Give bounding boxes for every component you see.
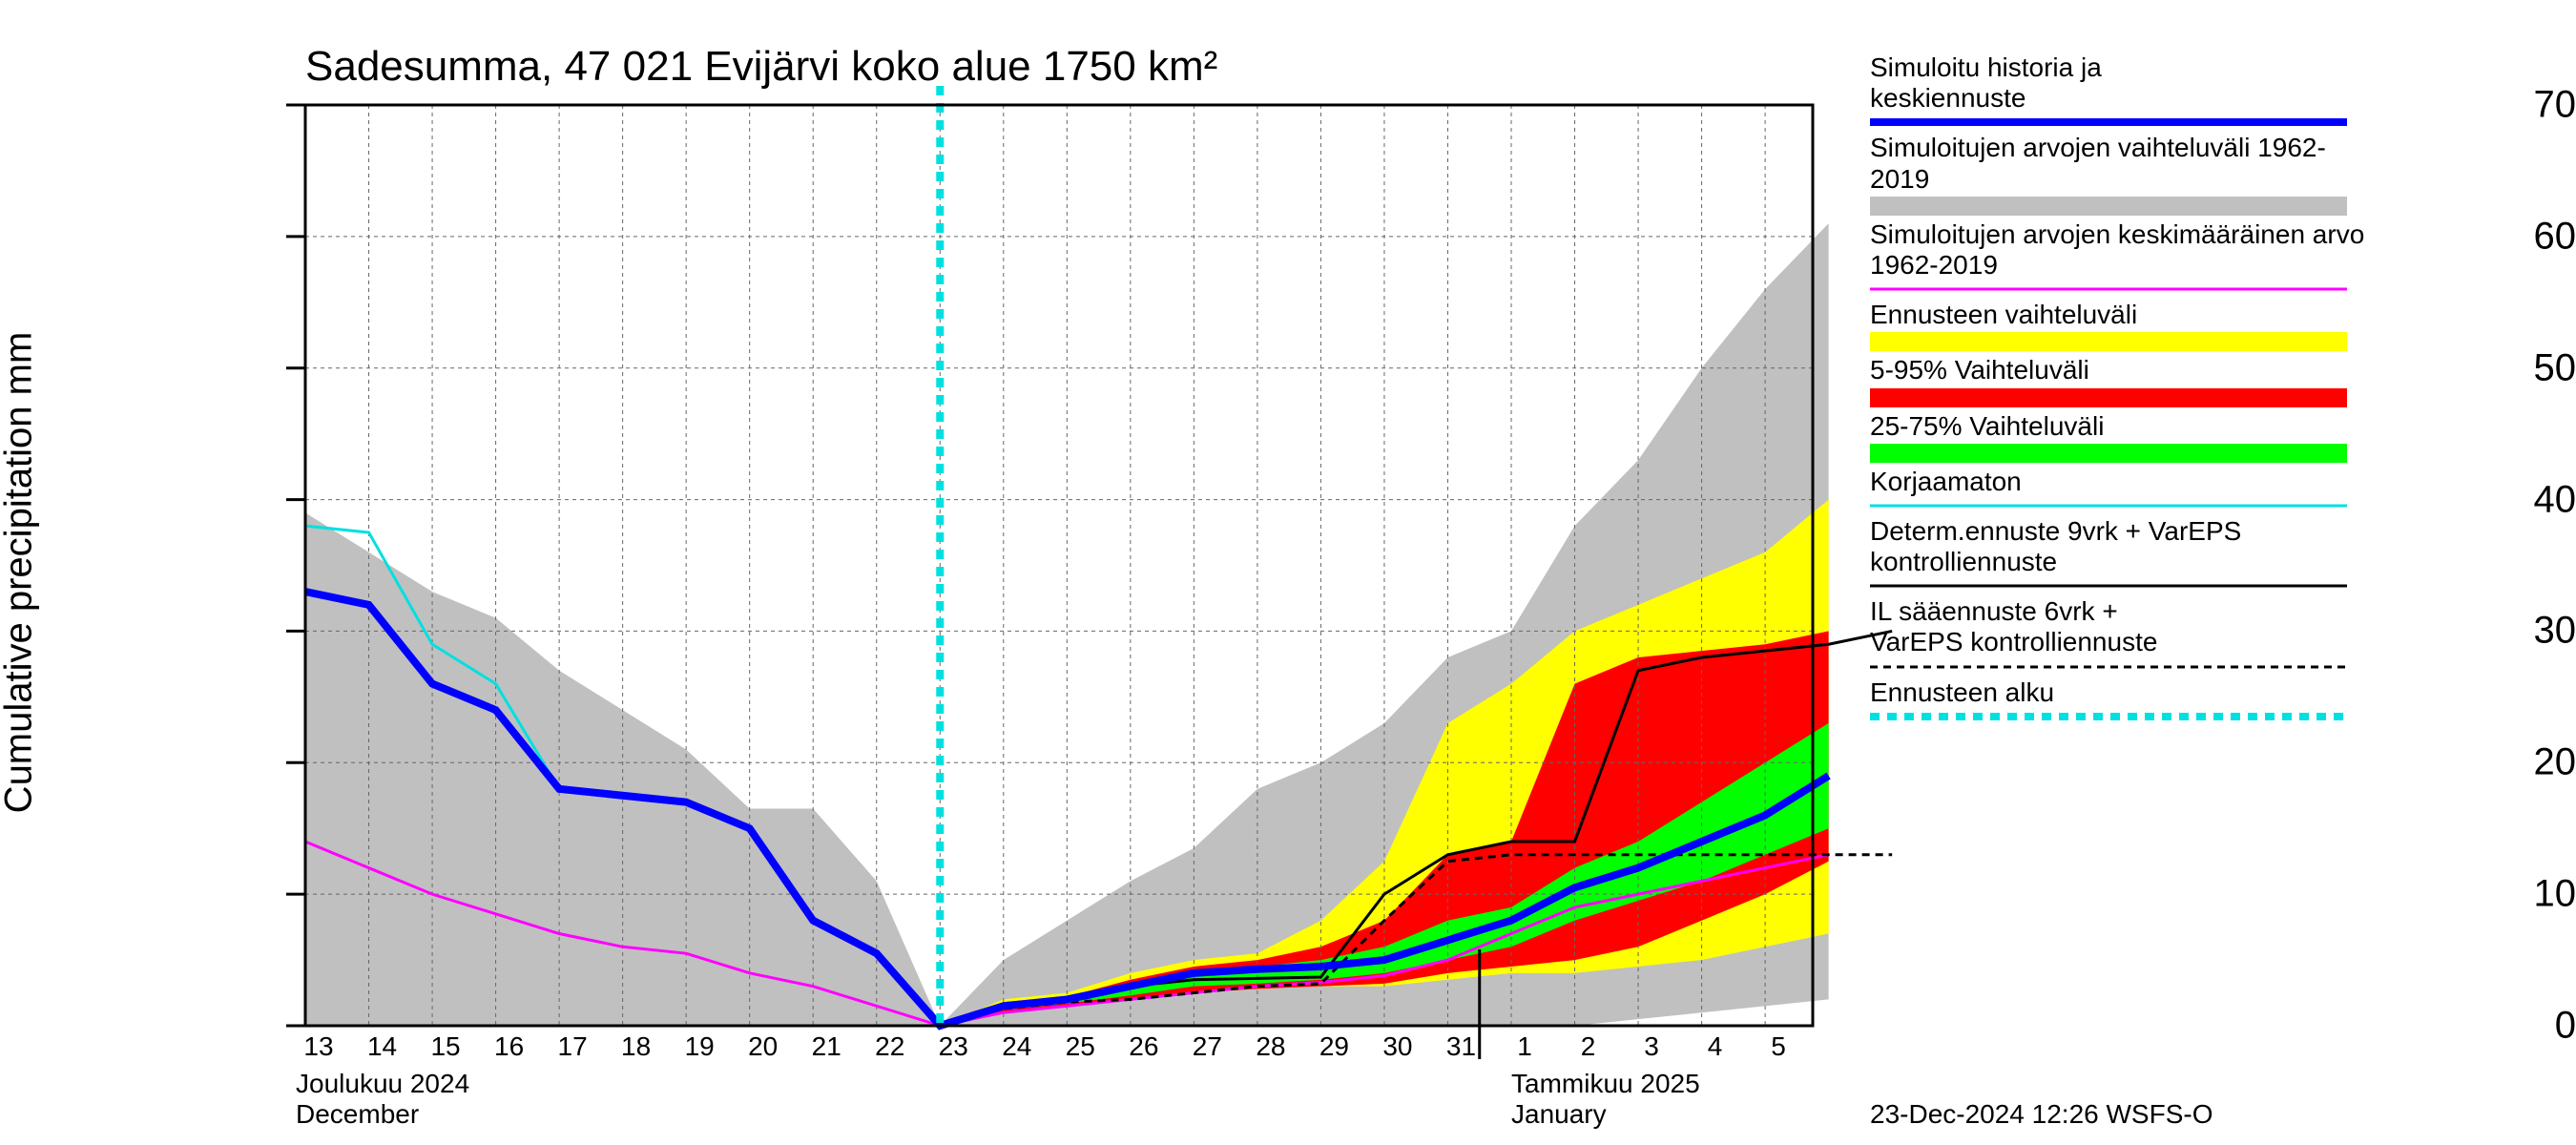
- plot-area: [305, 105, 1813, 1026]
- x-tick-label: 21: [812, 1031, 841, 1062]
- chart-container: Sadesumma, 47 021 Evijärvi koko alue 175…: [0, 0, 2576, 1145]
- legend-item: IL sääennuste 6vrk + VarEPS kontrollienn…: [1870, 596, 2366, 673]
- x-tick-label: 16: [494, 1031, 524, 1062]
- x-axis-month-right-en: January: [1511, 1099, 1607, 1130]
- legend: Simuloitu historia ja keskiennuste Simulo…: [1870, 52, 2366, 727]
- legend-item: 5-95% Vaihteluväli: [1870, 355, 2366, 406]
- legend-swatch-band: [1870, 388, 2366, 407]
- legend-item: Simuloitujen arvojen keskimääräinen arvo…: [1870, 219, 2366, 296]
- x-tick-label: 25: [1066, 1031, 1095, 1062]
- legend-item: Determ.ennuste 9vrk + VarEPS kontrollien…: [1870, 516, 2366, 593]
- x-tick-label: 2: [1581, 1031, 1596, 1062]
- legend-swatch-line: [1870, 710, 2366, 723]
- x-tick-label: 24: [1002, 1031, 1031, 1062]
- legend-item: Ennusteen alku: [1870, 677, 2366, 723]
- legend-label: Korjaamaton: [1870, 467, 2366, 497]
- x-tick-label: 3: [1644, 1031, 1659, 1062]
- legend-swatch-line: [1870, 282, 2366, 296]
- legend-swatch-band: [1870, 444, 2366, 463]
- x-tick-label: 4: [1708, 1031, 1723, 1062]
- x-tick-label: 31: [1446, 1031, 1476, 1062]
- y-tick-label: 20: [2309, 741, 2576, 784]
- y-tick-label: 0: [2309, 1005, 2576, 1048]
- legend-label: Ennusteen alku: [1870, 677, 2366, 708]
- legend-item: Ennusteen vaihteluväli: [1870, 300, 2366, 351]
- x-tick-label: 29: [1319, 1031, 1349, 1062]
- legend-label: Simuloitujen arvojen keskimääräinen arvo…: [1870, 219, 2366, 281]
- legend-swatch-line: [1870, 579, 2366, 593]
- legend-label: Simuloitu historia ja keskiennuste: [1870, 52, 2366, 114]
- legend-item: Simuloitu historia ja keskiennuste: [1870, 52, 2366, 129]
- chart-title: Sadesumma, 47 021 Evijärvi koko alue 175…: [305, 43, 1217, 91]
- x-tick-label: 19: [685, 1031, 715, 1062]
- x-axis-month-left-en: December: [296, 1099, 419, 1130]
- x-tick-label: 1: [1517, 1031, 1532, 1062]
- x-tick-label: 14: [367, 1031, 397, 1062]
- x-tick-label: 23: [939, 1031, 968, 1062]
- x-tick-label: 26: [1129, 1031, 1158, 1062]
- legend-swatch-band: [1870, 197, 2366, 216]
- x-tick-label: 20: [748, 1031, 778, 1062]
- x-tick-label: 15: [430, 1031, 460, 1062]
- legend-label: IL sääennuste 6vrk + VarEPS kontrollienn…: [1870, 596, 2366, 657]
- x-tick-label: 27: [1193, 1031, 1222, 1062]
- legend-label: 5-95% Vaihteluväli: [1870, 355, 2366, 385]
- x-tick-label: 30: [1382, 1031, 1412, 1062]
- x-axis-month-left-fi: Joulukuu 2024: [296, 1069, 469, 1099]
- x-tick-label: 18: [621, 1031, 651, 1062]
- legend-swatch-band: [1870, 332, 2366, 351]
- legend-label: 25-75% Vaihteluväli: [1870, 411, 2366, 442]
- legend-label: Simuloitujen arvojen vaihteluväli 1962-2…: [1870, 133, 2366, 194]
- y-axis-label: Cumulative precipitation mm: [0, 332, 41, 814]
- x-axis-month-right-fi: Tammikuu 2025: [1511, 1069, 1700, 1099]
- legend-label: Ennusteen vaihteluväli: [1870, 300, 2366, 330]
- legend-item: 25-75% Vaihteluväli: [1870, 411, 2366, 463]
- x-tick-label: 5: [1771, 1031, 1786, 1062]
- x-tick-label: 13: [303, 1031, 333, 1062]
- legend-item: Korjaamaton: [1870, 467, 2366, 512]
- legend-label: Determ.ennuste 9vrk + VarEPS kontrollien…: [1870, 516, 2366, 577]
- chart-footer: 23-Dec-2024 12:26 WSFS-O: [1870, 1099, 2213, 1130]
- legend-swatch-line: [1870, 499, 2366, 512]
- x-tick-label: 22: [875, 1031, 904, 1062]
- x-tick-label: 28: [1256, 1031, 1285, 1062]
- y-tick-label: 10: [2309, 873, 2576, 916]
- legend-swatch-line: [1870, 660, 2366, 674]
- x-tick-label: 17: [558, 1031, 588, 1062]
- legend-swatch-line: [1870, 115, 2366, 129]
- legend-item: Simuloitujen arvojen vaihteluväli 1962-2…: [1870, 133, 2366, 215]
